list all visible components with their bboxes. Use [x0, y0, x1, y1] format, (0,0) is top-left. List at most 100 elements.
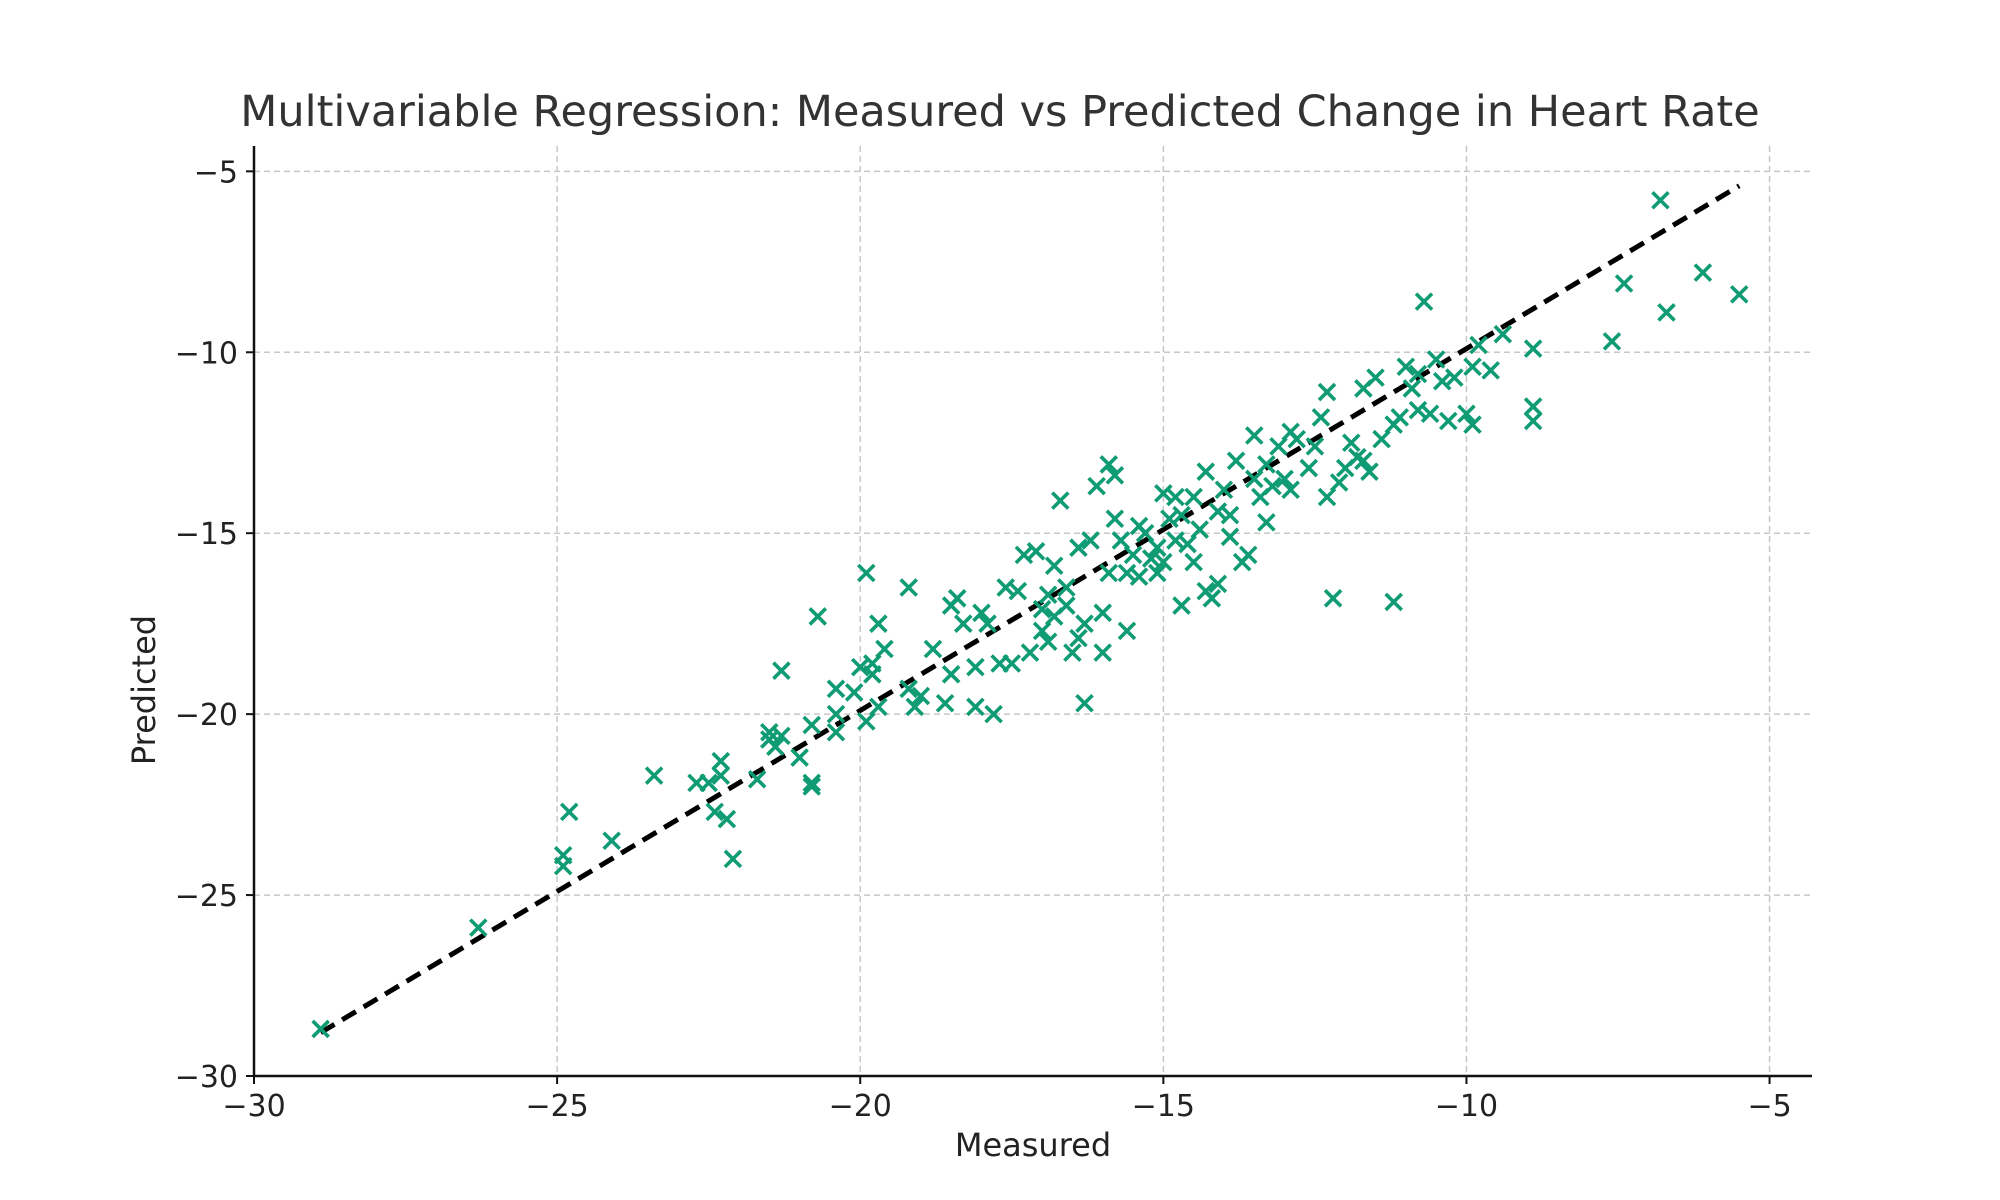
marker-stroke	[1214, 480, 1234, 500]
data-point	[905, 697, 925, 717]
data-point	[1208, 574, 1228, 594]
data-point	[1426, 350, 1446, 369]
marker-stroke	[1244, 426, 1264, 445]
data-point	[1117, 563, 1137, 583]
data-point	[1257, 455, 1276, 474]
marker-stroke	[1190, 520, 1209, 539]
marker-stroke	[850, 657, 870, 677]
data-point	[1014, 545, 1034, 565]
data-point	[826, 704, 846, 724]
marker-stroke	[747, 769, 767, 789]
data-point	[1275, 469, 1294, 489]
marker-stroke	[1523, 397, 1543, 416]
y-tick-label: −20	[175, 698, 238, 733]
marker-stroke	[772, 726, 791, 746]
y-tick-label: −30	[175, 1060, 238, 1095]
data-point	[1002, 654, 1022, 673]
data-point	[1263, 476, 1282, 496]
marker-stroke	[1614, 274, 1634, 293]
marker-stroke	[1360, 462, 1379, 481]
marker-stroke	[1396, 357, 1416, 377]
marker-stroke	[826, 679, 846, 699]
marker-stroke	[1257, 513, 1276, 532]
marker-stroke	[844, 683, 864, 702]
data-point	[1051, 491, 1070, 510]
data-point	[1057, 578, 1076, 597]
marker-stroke	[1057, 596, 1076, 615]
data-point	[869, 614, 888, 633]
marker-stroke	[711, 751, 731, 771]
marker-stroke	[1135, 523, 1155, 543]
data-point	[911, 686, 931, 706]
data-point	[1311, 408, 1331, 427]
marker-stroke	[1172, 596, 1191, 615]
marker-stroke	[1148, 563, 1167, 583]
data-point	[1020, 643, 1040, 662]
axis-ticks: −30 −25 −20 −15 −10 −5 −30 −25 −20 −15 −10 −5	[175, 155, 1792, 1124]
data-point	[1063, 643, 1082, 662]
data-point	[1166, 487, 1185, 507]
data-point	[1469, 335, 1488, 355]
marker-stroke	[935, 694, 955, 713]
data-point	[802, 777, 822, 796]
data-point	[1093, 603, 1112, 623]
axes-spines	[252, 146, 1812, 1078]
data-point	[1341, 433, 1361, 453]
marker-stroke	[1184, 487, 1203, 507]
data-point	[1032, 599, 1052, 619]
marker-stroke	[1008, 581, 1028, 601]
marker-stroke	[875, 639, 894, 659]
marker-stroke	[1287, 429, 1306, 449]
data-point	[1651, 191, 1670, 210]
data-point	[1420, 404, 1440, 424]
marker-stroke	[1493, 324, 1513, 344]
marker-stroke	[1426, 350, 1446, 369]
marker-stroke	[1420, 404, 1440, 424]
data-point	[1117, 621, 1137, 641]
data-point	[1360, 462, 1379, 481]
marker-stroke	[1111, 531, 1131, 550]
data-point	[1287, 429, 1306, 449]
data-point	[1038, 585, 1058, 604]
marker-stroke	[1414, 292, 1434, 311]
marker-stroke	[1105, 466, 1125, 485]
marker-stroke	[1093, 603, 1112, 623]
data-point	[1057, 596, 1076, 615]
marker-stroke	[1172, 505, 1191, 525]
marker-stroke	[790, 748, 809, 767]
data-point	[1657, 303, 1676, 322]
marker-stroke	[1481, 361, 1500, 380]
data-point	[1184, 552, 1203, 572]
marker-stroke	[1148, 538, 1167, 557]
data-point	[923, 639, 943, 659]
data-point	[1069, 628, 1088, 648]
data-point	[711, 751, 731, 771]
data-point	[1396, 357, 1416, 377]
marker-stroke	[772, 661, 791, 680]
marker-stroke	[1402, 379, 1422, 398]
marker-stroke	[1341, 433, 1361, 453]
data-point	[899, 679, 918, 699]
data-point	[1323, 589, 1343, 608]
data-point	[1202, 589, 1222, 608]
marker-stroke	[1026, 542, 1046, 561]
data-point	[311, 1019, 330, 1039]
marker-stroke	[1238, 545, 1258, 565]
data-point	[947, 589, 967, 608]
data-point	[1184, 487, 1203, 507]
data-point	[602, 831, 621, 851]
data-point	[1220, 505, 1240, 525]
data-point	[1038, 632, 1058, 652]
marker-stroke	[1602, 332, 1622, 351]
marker-stroke	[984, 704, 1003, 724]
marker-stroke	[1160, 509, 1179, 528]
data-point	[1408, 400, 1428, 420]
marker-stroke	[553, 856, 573, 876]
marker-stroke	[802, 777, 822, 796]
x-tick-label: −25	[525, 1089, 588, 1124]
marker-stroke	[766, 737, 785, 756]
data-point	[1390, 408, 1410, 427]
y-tick-label: −10	[175, 336, 238, 371]
data-point	[1226, 451, 1246, 471]
data-point	[935, 694, 955, 713]
